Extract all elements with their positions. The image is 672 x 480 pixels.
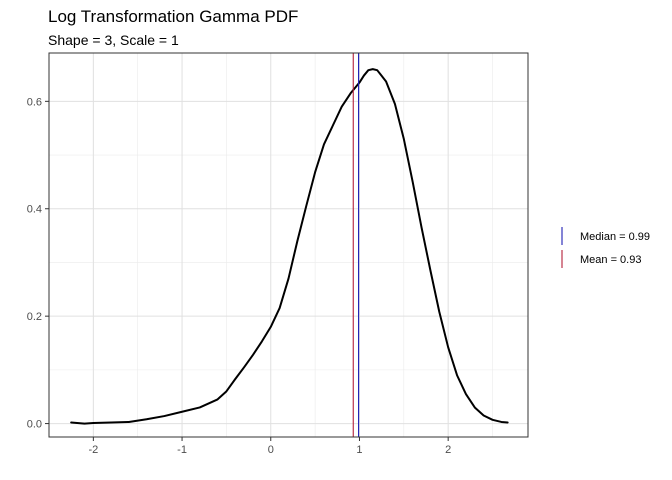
legend-label-1: Mean = 0.93 (580, 254, 641, 266)
reference-lines (352, 53, 360, 437)
panel-background (49, 53, 528, 437)
chart-subtitle: Shape = 3, Scale = 1 (48, 32, 179, 48)
data-layer (70, 68, 509, 425)
panel-border (48, 52, 529, 438)
x-tick-label: 0 (268, 444, 274, 456)
plot-panel (49, 53, 528, 437)
y-tick-label: 0.6 (27, 96, 42, 108)
density-line-0 (70, 68, 509, 425)
grid-lines (48, 53, 528, 437)
x-tick-label: -2 (88, 444, 98, 456)
x-tick-label: -1 (177, 444, 187, 456)
legend-label-0: Median = 0.99 (580, 231, 650, 243)
y-tick-label: 0.2 (27, 311, 42, 323)
chart-title: Log Transformation Gamma PDF (48, 7, 298, 26)
y-tick-label: 0.4 (27, 204, 42, 216)
x-tick-label: 2 (445, 444, 451, 456)
axes: -2 -1 0 1 2 0.0 0.2 0.4 0.6 (27, 52, 529, 456)
y-tick-label: 0.0 (27, 419, 42, 431)
legend: Median = 0.99 Mean = 0.93 (561, 227, 650, 268)
x-tick-label: 1 (356, 444, 362, 456)
